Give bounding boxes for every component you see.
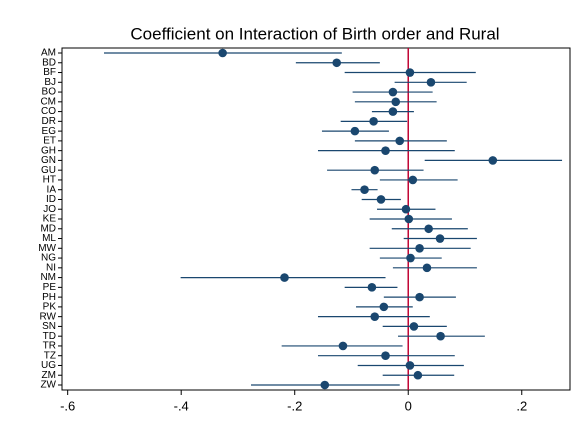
point-estimate bbox=[415, 243, 424, 253]
y-tick-label: GU bbox=[41, 165, 56, 176]
point-estimate bbox=[404, 214, 414, 224]
point-estimate bbox=[350, 126, 360, 136]
y-tick-label: AM bbox=[41, 48, 56, 59]
point-estimate bbox=[408, 175, 418, 185]
y-tick-label: PK bbox=[43, 302, 57, 313]
point-estimate bbox=[280, 273, 289, 282]
point-estimate bbox=[409, 322, 419, 331]
x-tick-label: -.2 bbox=[287, 398, 302, 413]
y-tick-label: ML bbox=[42, 233, 56, 244]
point-estimate bbox=[381, 351, 390, 361]
point-estimate bbox=[338, 341, 348, 351]
y-tick-label: CO bbox=[41, 106, 56, 117]
y-tick-label: CM bbox=[40, 96, 56, 107]
point-estimate bbox=[415, 292, 424, 302]
point-estimate bbox=[435, 234, 445, 243]
y-tick-label: JO bbox=[43, 204, 56, 215]
point-estimate bbox=[381, 146, 390, 155]
y-tick-label: TZ bbox=[44, 350, 56, 361]
x-tick-label: 0 bbox=[405, 398, 412, 413]
y-tick-label: TD bbox=[43, 331, 56, 342]
point-estimate bbox=[376, 195, 386, 204]
y-tick-label: BJ bbox=[44, 77, 56, 88]
y-tick-label: MW bbox=[38, 243, 56, 254]
point-estimate bbox=[370, 312, 380, 321]
point-estimate bbox=[395, 136, 405, 146]
point-estimate bbox=[332, 58, 342, 68]
y-tick-label: HT bbox=[43, 175, 56, 186]
y-tick-label: NM bbox=[40, 272, 56, 283]
y-tick-label: UG bbox=[41, 360, 56, 371]
y-tick-label: KE bbox=[43, 214, 57, 225]
y-tick-label: EG bbox=[42, 126, 57, 137]
y-tick-label: GN bbox=[41, 155, 56, 166]
point-estimate bbox=[406, 253, 415, 263]
point-estimate bbox=[369, 117, 378, 126]
y-tick-label: DR bbox=[42, 116, 56, 127]
point-estimate bbox=[367, 283, 377, 292]
point-estimate bbox=[388, 87, 398, 97]
point-estimate bbox=[426, 77, 436, 87]
point-estimate bbox=[218, 48, 227, 58]
y-tick-label: TR bbox=[43, 341, 56, 352]
y-tick-label: RW bbox=[40, 311, 57, 322]
y-tick-label: NG bbox=[41, 253, 56, 264]
x-tick-label: .2 bbox=[516, 398, 527, 413]
y-tick-label: BD bbox=[42, 57, 56, 68]
y-tick-label: BO bbox=[42, 87, 57, 98]
point-estimate bbox=[422, 263, 432, 273]
point-estimate bbox=[405, 361, 415, 370]
point-estimate bbox=[391, 97, 401, 107]
y-tick-label: NI bbox=[46, 262, 56, 273]
point-estimate bbox=[401, 204, 411, 214]
y-tick-label: IA bbox=[47, 184, 57, 195]
y-tick-label: BF bbox=[43, 67, 56, 78]
point-estimate bbox=[436, 331, 445, 341]
y-tick-label: PE bbox=[43, 282, 57, 293]
point-estimate bbox=[320, 380, 330, 390]
x-tick-label: -.6 bbox=[60, 398, 75, 413]
point-estimate bbox=[379, 302, 389, 312]
y-tick-label: SN bbox=[42, 321, 56, 332]
point-estimate bbox=[413, 370, 423, 380]
y-tick-label: ID bbox=[46, 194, 56, 205]
point-estimate bbox=[424, 224, 433, 234]
y-tick-label: PH bbox=[42, 292, 56, 303]
point-estimate bbox=[370, 165, 380, 175]
y-tick-label: ZM bbox=[42, 370, 56, 381]
point-estimate bbox=[388, 107, 398, 116]
y-tick-label: GH bbox=[41, 145, 56, 156]
chart-title: Coefficient on Interaction of Birth orde… bbox=[130, 24, 499, 43]
y-tick-label: ET bbox=[43, 136, 56, 147]
y-tick-label: ZW bbox=[40, 380, 56, 391]
point-estimate bbox=[405, 68, 415, 77]
x-tick-label: -.4 bbox=[174, 398, 189, 413]
point-estimate bbox=[360, 185, 369, 195]
y-tick-label: MD bbox=[40, 223, 56, 234]
point-estimate bbox=[488, 156, 498, 165]
